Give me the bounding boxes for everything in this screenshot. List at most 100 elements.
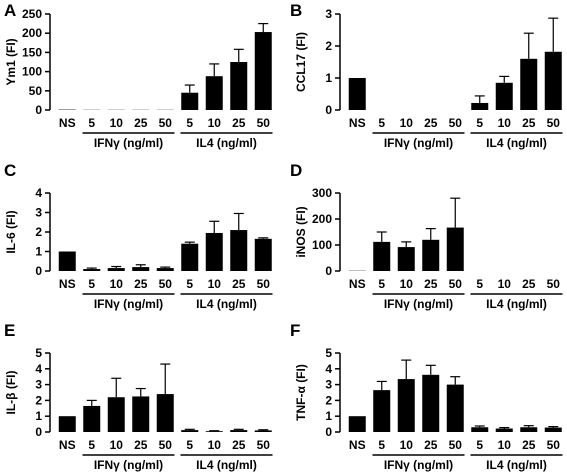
category-label: 25 bbox=[134, 277, 148, 291]
bar bbox=[348, 78, 366, 110]
group-label: IL4 (ng/ml) bbox=[486, 297, 547, 311]
category-label: 50 bbox=[449, 438, 463, 452]
category-label: NS bbox=[349, 116, 366, 130]
category-label: 25 bbox=[522, 277, 536, 291]
bar bbox=[156, 268, 174, 271]
bar bbox=[520, 427, 538, 432]
category-label: 10 bbox=[110, 116, 124, 130]
bar bbox=[181, 430, 199, 432]
y-tick-label: 1 bbox=[35, 409, 42, 423]
bar bbox=[181, 92, 199, 110]
category-label: 5 bbox=[186, 438, 193, 452]
bar bbox=[230, 230, 248, 271]
panel-a: A 0 50 100 150 200 250 Ym1 (FI) NS 5 10 25 50 5 10 25 50… bbox=[4, 1, 273, 150]
y-tick-label: 3 bbox=[325, 378, 332, 392]
bar bbox=[181, 243, 199, 271]
group-label: IFNγ (ng/ml) bbox=[384, 297, 453, 311]
group-label: IL4 (ng/ml) bbox=[486, 458, 547, 472]
bar bbox=[107, 397, 125, 432]
category-label: 50 bbox=[547, 116, 561, 130]
y-tick-label: 4 bbox=[325, 362, 332, 376]
y-axis-label: CCL17 (FI) bbox=[294, 32, 308, 92]
group-label: IFNγ (ng/ml) bbox=[384, 136, 453, 150]
panel-letter: B bbox=[290, 1, 302, 20]
category-label: 5 bbox=[378, 116, 385, 130]
group-label: IL4 (ng/ml) bbox=[196, 458, 257, 472]
bar bbox=[495, 82, 513, 110]
y-axis-label: IL-β (FI) bbox=[4, 371, 18, 415]
y-tick-label: 50 bbox=[29, 84, 43, 98]
category-label: 50 bbox=[547, 438, 561, 452]
bar bbox=[544, 427, 562, 432]
y-tick-label: 3 bbox=[325, 7, 332, 21]
y-tick-label: 0 bbox=[325, 264, 332, 278]
group-label: IFNγ (ng/ml) bbox=[384, 458, 453, 472]
bar bbox=[230, 430, 248, 432]
y-tick-label: 2 bbox=[325, 39, 332, 53]
category-label: 5 bbox=[476, 277, 483, 291]
category-label: 5 bbox=[476, 438, 483, 452]
y-tick-label: 100 bbox=[312, 238, 332, 252]
category-label: 10 bbox=[400, 277, 414, 291]
category-label: NS bbox=[59, 438, 76, 452]
y-tick-label: 1 bbox=[325, 409, 332, 423]
bar bbox=[471, 427, 489, 432]
y-tick-label: 4 bbox=[35, 362, 42, 376]
category-label: 25 bbox=[424, 116, 438, 130]
category-label: 5 bbox=[378, 277, 385, 291]
category-label: 10 bbox=[498, 116, 512, 130]
bar bbox=[132, 267, 150, 271]
category-label: 10 bbox=[208, 116, 222, 130]
bar bbox=[446, 227, 464, 271]
panel-c: C 0 1 2 3 4 IL-6 (FI) NS 5 10 25 50 5 10 25 50 IFNγ (ng/… bbox=[4, 161, 273, 311]
category-label: 25 bbox=[522, 116, 536, 130]
category-label: 5 bbox=[186, 277, 193, 291]
y-tick-label: 200 bbox=[312, 212, 332, 226]
y-tick-label: 0 bbox=[35, 103, 42, 117]
bar bbox=[495, 428, 513, 432]
category-label: NS bbox=[349, 277, 366, 291]
bar bbox=[373, 241, 391, 271]
y-tick-label: 1 bbox=[325, 71, 332, 85]
y-tick-label: 150 bbox=[22, 45, 42, 59]
bar bbox=[254, 238, 272, 271]
panel-letter: F bbox=[290, 321, 300, 340]
category-label: 10 bbox=[498, 438, 512, 452]
y-tick-label: 200 bbox=[22, 26, 42, 40]
panel-d: D 0 100 200 300 iNOS (FI) NS 5 10 25 50 5 10 25 50 IFNγ… bbox=[290, 161, 563, 311]
category-label: 50 bbox=[159, 438, 173, 452]
category-label: 10 bbox=[208, 277, 222, 291]
category-label: 5 bbox=[88, 277, 95, 291]
panel-letter: C bbox=[4, 161, 16, 180]
bar bbox=[83, 269, 101, 271]
panel-b: B 0 1 2 3 CCL17 (FI) NS 5 10 25 50 5 10 25 50 IFNγ (ng/… bbox=[290, 1, 563, 150]
bar bbox=[107, 268, 125, 271]
bar bbox=[156, 394, 174, 432]
y-tick-label: 2 bbox=[35, 225, 42, 239]
category-label: 10 bbox=[110, 277, 124, 291]
y-tick-label: 300 bbox=[312, 186, 332, 200]
y-tick-label: 3 bbox=[35, 206, 42, 220]
y-tick-label: 100 bbox=[22, 65, 42, 79]
category-label: 10 bbox=[110, 438, 124, 452]
category-label: 10 bbox=[208, 438, 222, 452]
category-label: 50 bbox=[449, 116, 463, 130]
y-axis-label: Ym1 (FI) bbox=[4, 38, 18, 85]
bar bbox=[373, 390, 391, 432]
category-label: 10 bbox=[498, 277, 512, 291]
category-label: 5 bbox=[476, 116, 483, 130]
y-tick-label: 0 bbox=[325, 103, 332, 117]
bar bbox=[471, 102, 489, 110]
y-axis-label: iNOS (FI) bbox=[294, 206, 308, 257]
category-label: 25 bbox=[424, 438, 438, 452]
bar bbox=[446, 384, 464, 432]
y-tick-label: 0 bbox=[325, 425, 332, 439]
bar bbox=[58, 416, 76, 432]
bar bbox=[422, 239, 440, 271]
y-tick-label: 2 bbox=[35, 393, 42, 407]
y-tick-label: 0 bbox=[35, 264, 42, 278]
category-label: 25 bbox=[232, 277, 246, 291]
